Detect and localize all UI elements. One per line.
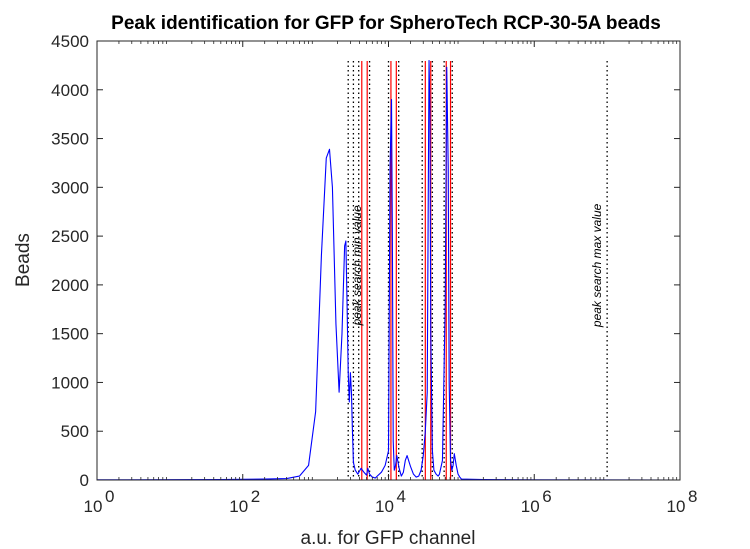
x-tick-base: 10 — [667, 497, 686, 516]
y-tick-label-2: 1000 — [51, 373, 89, 392]
x-tick-label-0: 100 — [84, 487, 115, 516]
x-tick-exponent: 6 — [542, 487, 551, 506]
x-tick-base: 10 — [375, 497, 394, 516]
x-tick-label-2: 104 — [375, 487, 406, 516]
x-tick-exponent: 8 — [688, 487, 697, 506]
annotation-1: peak search max value — [590, 203, 604, 328]
x-tick-label-4: 108 — [667, 487, 698, 516]
y-axis-ticks: 0 500 1000 1500 2000 2500 3000 3500 4000 4500 — [51, 32, 680, 490]
y-tick-label-7: 3500 — [51, 130, 89, 149]
y-tick-label-4: 2000 — [51, 276, 89, 295]
x-tick-base: 10 — [521, 497, 540, 516]
x-axis-label: a.u. for GFP channel — [301, 528, 476, 549]
y-tick-label-1: 500 — [61, 422, 89, 441]
x-tick-label-1: 102 — [229, 487, 260, 516]
x-tick-exponent: 0 — [105, 487, 114, 506]
x-tick-base: 10 — [84, 497, 103, 516]
x-tick-label-3: 106 — [521, 487, 552, 516]
series-layer — [96, 59, 681, 481]
y-tick-label-3: 1500 — [51, 325, 89, 344]
chart-title: Peak identification for GFP for SpheroTe… — [111, 13, 661, 34]
annotation-0: peak search min value — [350, 205, 364, 326]
y-tick-label-6: 3000 — [51, 178, 89, 197]
y-tick-label-5: 2500 — [51, 227, 89, 246]
y-tick-label-9: 4500 — [51, 32, 89, 51]
y-tick-label-8: 4000 — [51, 81, 89, 100]
y-tick-label-0: 0 — [80, 471, 89, 490]
x-tick-exponent: 2 — [251, 487, 260, 506]
x-tick-exponent: 4 — [397, 487, 406, 506]
x-tick-base: 10 — [229, 497, 248, 516]
series-line-0 — [96, 59, 681, 481]
annotations: peak search min value peak search max val… — [350, 203, 604, 328]
y-axis-label: Beads — [13, 233, 34, 287]
